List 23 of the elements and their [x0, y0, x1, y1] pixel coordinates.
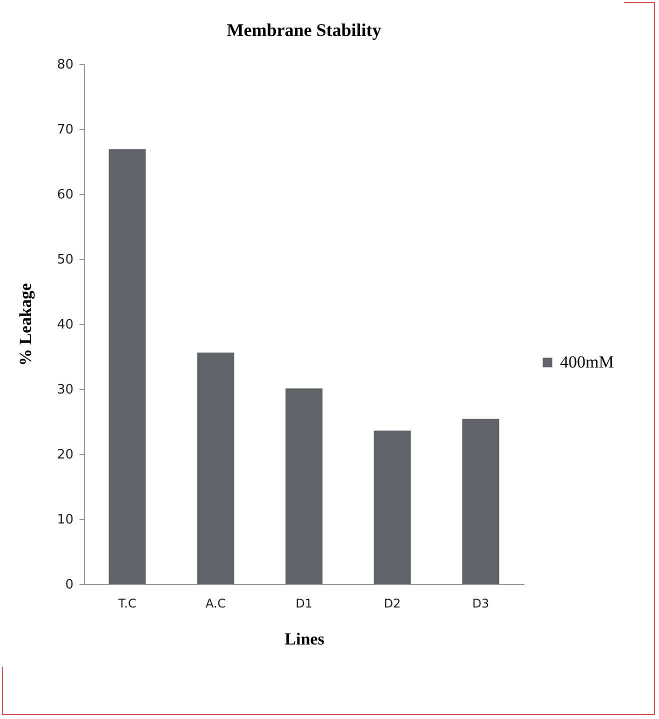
- y-tick-label: 80: [56, 58, 74, 72]
- x-axis-title: Lines: [284, 630, 325, 648]
- x-tick-label: D3: [472, 596, 490, 610]
- x-tick-label: D1: [296, 596, 312, 610]
- bar: [374, 430, 411, 584]
- y-tick-label: 0: [65, 578, 74, 592]
- bar: [108, 149, 146, 584]
- chart-title: Membrane Stability: [226, 20, 382, 40]
- y-tick-label: 40: [56, 318, 74, 332]
- x-tick-label: D2: [384, 596, 401, 610]
- y-tick-label: 50: [56, 252, 74, 268]
- y-tick-label: 10: [56, 512, 74, 528]
- x-tick-label: T.C: [117, 596, 136, 610]
- x-tick-label: A.C: [206, 596, 226, 610]
- y-axis-title: % Leakage: [16, 282, 35, 366]
- y-tick-label: 60: [56, 188, 74, 202]
- y-tick-label: 30: [56, 382, 74, 398]
- bar: [286, 388, 322, 584]
- y-tick-label: 20: [56, 448, 74, 462]
- y-tick-label: 70: [56, 122, 74, 138]
- bar: [197, 352, 234, 584]
- legend-label: 400mM: [560, 352, 614, 372]
- bar: [462, 418, 500, 584]
